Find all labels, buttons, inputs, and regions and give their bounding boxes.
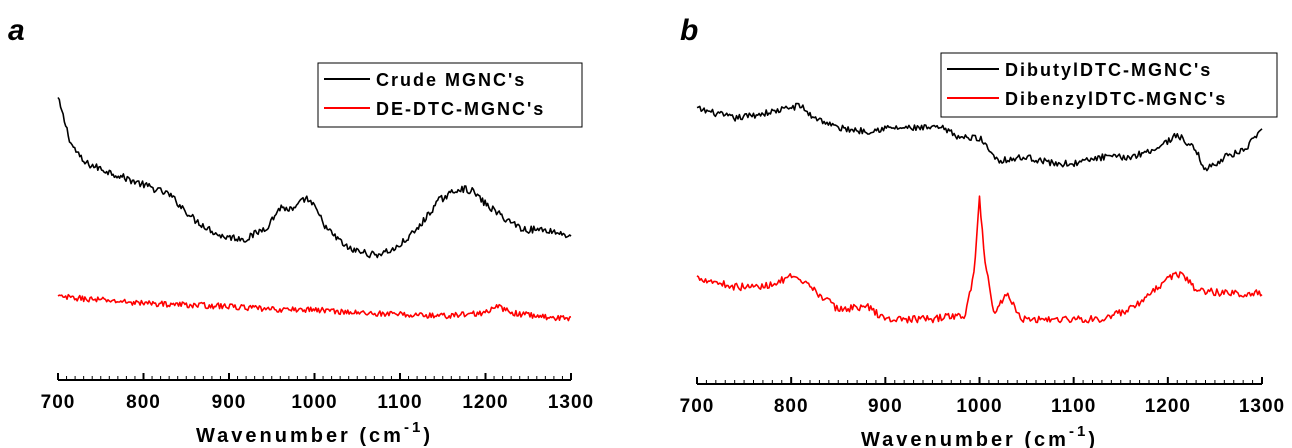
x-tick-label: 1000 [291,392,337,413]
x-axis-title-sup: -1 [404,419,423,436]
panel-letter: b [680,14,698,47]
x-axis-title-sup: -1 [1069,423,1088,440]
series-line-1 [57,97,572,259]
x-axis-title: Wavenumber (cm-1) [196,419,433,447]
series-line-2 [696,195,1263,324]
x-tick-label: 1200 [1145,396,1191,417]
x-tick-label: 700 [680,396,715,417]
legend-label: Crude MGNC's [376,70,526,90]
x-axis-title: Wavenumber (cm-1) [861,423,1098,448]
series-line-1 [696,102,1263,172]
legend: DibutylDTC-MGNC's DibenzylDTC-MGNC's [940,52,1278,118]
panel-letter: a [8,14,25,47]
legend-label: DibenzylDTC-MGNC's [1005,89,1227,109]
x-axis-title-tail: ) [423,425,433,447]
legend-box [940,52,1278,118]
legend: Crude MGNC's DE-DTC-MGNC's [317,62,583,128]
x-tick-label: 800 [126,392,161,413]
x-axis-title-main: Wavenumber (cm [861,429,1069,448]
x-axis: 700 800 900 1000 1100 1200 1300 [680,377,1285,417]
x-tick-label: 1000 [956,396,1002,417]
panel-a: a 700 800 900 1000 1100 1200 1300 Wavenumber (cm… [8,14,594,447]
x-tick-label: 700 [41,392,76,413]
x-axis-title-main: Wavenumber (cm [196,425,404,447]
legend-label: DibutylDTC-MGNC's [1005,60,1212,80]
x-tick-label: 1300 [548,392,594,413]
legend-label: DE-DTC-MGNC's [376,99,545,119]
x-axis: 700 800 900 1000 1100 1200 1300 [41,373,594,413]
x-tick-label: 1100 [377,392,422,413]
x-tick-label: 900 [212,392,247,413]
series-line-2 [57,293,572,322]
x-tick-label: 1200 [462,392,508,413]
panel-b: b 700 800 900 1000 1100 1200 1300 Wavenumber (cm… [680,14,1285,448]
x-tick-label: 1300 [1239,396,1285,417]
x-axis-title-tail: ) [1088,429,1098,448]
x-tick-label: 1100 [1051,396,1096,417]
legend-box [317,62,583,128]
x-tick-label: 800 [774,396,809,417]
x-tick-label: 900 [868,396,903,417]
